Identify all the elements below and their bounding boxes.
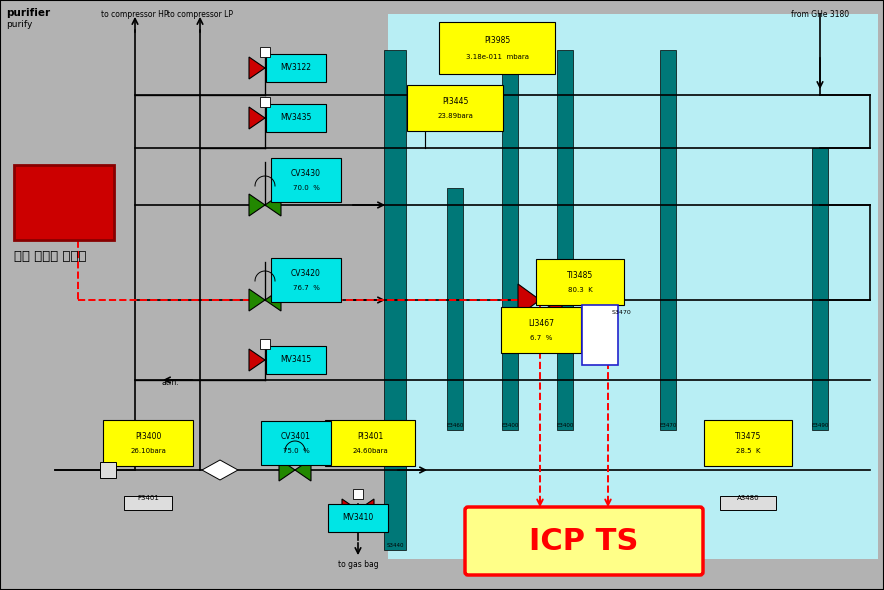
Text: 6.7  %: 6.7 % (530, 335, 552, 341)
Text: LI3467: LI3467 (528, 319, 554, 327)
Bar (582, 305, 618, 365)
Text: atm.: atm. (162, 378, 179, 387)
Bar (100, 462, 116, 478)
Polygon shape (342, 499, 374, 521)
Polygon shape (202, 460, 238, 480)
Bar (271, 258, 341, 302)
Text: TI3475: TI3475 (735, 432, 761, 441)
Bar (502, 50, 518, 430)
Bar (407, 85, 503, 131)
Text: 추가 압축기 시스템: 추가 압축기 시스템 (14, 250, 87, 263)
Text: S3470: S3470 (612, 310, 632, 315)
Text: ICP TS: ICP TS (530, 526, 638, 556)
Bar (557, 50, 573, 430)
Bar (266, 54, 326, 82)
Bar (812, 148, 828, 430)
Text: 76.7  %: 76.7 % (293, 285, 319, 291)
Text: F3401: F3401 (137, 495, 159, 501)
Text: A3480: A3480 (736, 495, 759, 501)
Bar (660, 50, 676, 430)
Text: 24.60bara: 24.60bara (352, 448, 388, 454)
Polygon shape (249, 57, 281, 79)
Bar (271, 158, 341, 202)
Polygon shape (249, 194, 281, 216)
Text: purifier: purifier (6, 8, 50, 18)
Bar (14, 165, 114, 240)
Text: to compressor LP: to compressor LP (167, 10, 233, 19)
Text: CV3430: CV3430 (291, 169, 321, 178)
Bar (266, 346, 326, 374)
Polygon shape (249, 349, 281, 371)
Text: E3490: E3490 (812, 423, 828, 428)
Text: 75.0  %: 75.0 % (283, 448, 309, 454)
Text: 3.18e-011  mbara: 3.18e-011 mbara (466, 54, 529, 60)
Text: 23.89bara: 23.89bara (437, 113, 473, 119)
Polygon shape (249, 107, 281, 129)
Text: from GHe 3180: from GHe 3180 (791, 10, 849, 19)
Text: S3440: S3440 (386, 543, 404, 548)
Bar (501, 307, 581, 353)
FancyBboxPatch shape (465, 507, 703, 575)
Text: PI3445: PI3445 (442, 97, 469, 106)
Bar (447, 188, 463, 430)
Text: 70.0  %: 70.0 % (293, 185, 319, 191)
Polygon shape (279, 459, 311, 481)
Bar (124, 496, 172, 510)
Text: CV3420: CV3420 (291, 269, 321, 278)
Bar (384, 50, 406, 550)
Text: PI3401: PI3401 (357, 432, 383, 441)
Text: MV3415: MV3415 (280, 356, 312, 365)
Bar (266, 104, 326, 132)
Text: TI3485: TI3485 (567, 271, 593, 280)
Bar (536, 259, 624, 305)
Text: MV3122: MV3122 (280, 64, 311, 73)
Text: to compressor HP: to compressor HP (102, 10, 169, 19)
Bar (103, 420, 193, 466)
Text: E3460: E3460 (446, 423, 464, 428)
Text: 26.10bara: 26.10bara (130, 448, 166, 454)
Text: 80.3  K: 80.3 K (568, 287, 592, 293)
Polygon shape (518, 284, 562, 316)
Text: CV3401: CV3401 (281, 432, 311, 441)
Bar (353, 489, 363, 499)
Bar (260, 339, 270, 349)
Bar (704, 420, 792, 466)
Text: E3400: E3400 (501, 423, 519, 428)
Bar (720, 496, 776, 510)
Text: E3470: E3470 (659, 423, 676, 428)
Text: PI3985: PI3985 (484, 36, 510, 45)
Text: MV3435: MV3435 (280, 113, 312, 123)
Bar (388, 14, 878, 559)
Bar (328, 504, 388, 532)
Bar (439, 22, 555, 74)
Text: E3400: E3400 (556, 423, 574, 428)
Bar (260, 47, 270, 57)
Text: 28.5  K: 28.5 K (735, 448, 760, 454)
Text: to gas bag: to gas bag (338, 560, 378, 569)
Text: PI3400: PI3400 (135, 432, 161, 441)
Text: MV3410: MV3410 (342, 513, 374, 523)
Bar (260, 97, 270, 107)
Bar (261, 421, 331, 465)
Text: purify: purify (6, 20, 33, 29)
Polygon shape (249, 289, 281, 311)
Bar (325, 420, 415, 466)
